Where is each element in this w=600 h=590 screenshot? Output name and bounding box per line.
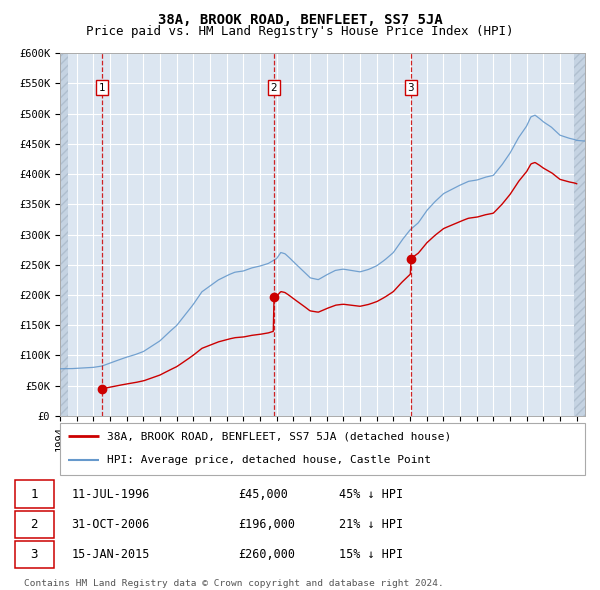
Text: 38A, BROOK ROAD, BENFLEET, SS7 5JA (detached house): 38A, BROOK ROAD, BENFLEET, SS7 5JA (deta… (107, 431, 452, 441)
Text: 15% ↓ HPI: 15% ↓ HPI (340, 548, 404, 561)
Text: Price paid vs. HM Land Registry's House Price Index (HPI): Price paid vs. HM Land Registry's House … (86, 25, 514, 38)
Bar (574, 53, 585, 416)
Text: 1: 1 (31, 488, 38, 501)
Text: £196,000: £196,000 (238, 518, 295, 531)
Text: £260,000: £260,000 (238, 548, 295, 561)
Text: Contains HM Land Registry data © Crown copyright and database right 2024.
This d: Contains HM Land Registry data © Crown c… (24, 579, 444, 590)
Text: 38A, BROOK ROAD, BENFLEET, SS7 5JA: 38A, BROOK ROAD, BENFLEET, SS7 5JA (158, 13, 442, 27)
Text: HPI: Average price, detached house, Castle Point: HPI: Average price, detached house, Cast… (107, 455, 431, 466)
Text: 45% ↓ HPI: 45% ↓ HPI (340, 488, 404, 501)
Text: 2: 2 (271, 83, 277, 93)
FancyBboxPatch shape (15, 540, 53, 568)
FancyBboxPatch shape (15, 480, 53, 508)
Text: 3: 3 (407, 83, 414, 93)
Text: 3: 3 (31, 548, 38, 561)
Text: 2: 2 (31, 518, 38, 531)
FancyBboxPatch shape (60, 423, 585, 475)
Text: £45,000: £45,000 (238, 488, 288, 501)
Text: 1: 1 (99, 83, 106, 93)
Text: 31-OCT-2006: 31-OCT-2006 (71, 518, 150, 531)
Text: 15-JAN-2015: 15-JAN-2015 (71, 548, 150, 561)
Text: 21% ↓ HPI: 21% ↓ HPI (340, 518, 404, 531)
Text: 11-JUL-1996: 11-JUL-1996 (71, 488, 150, 501)
FancyBboxPatch shape (15, 510, 53, 538)
Bar (60, 53, 68, 416)
